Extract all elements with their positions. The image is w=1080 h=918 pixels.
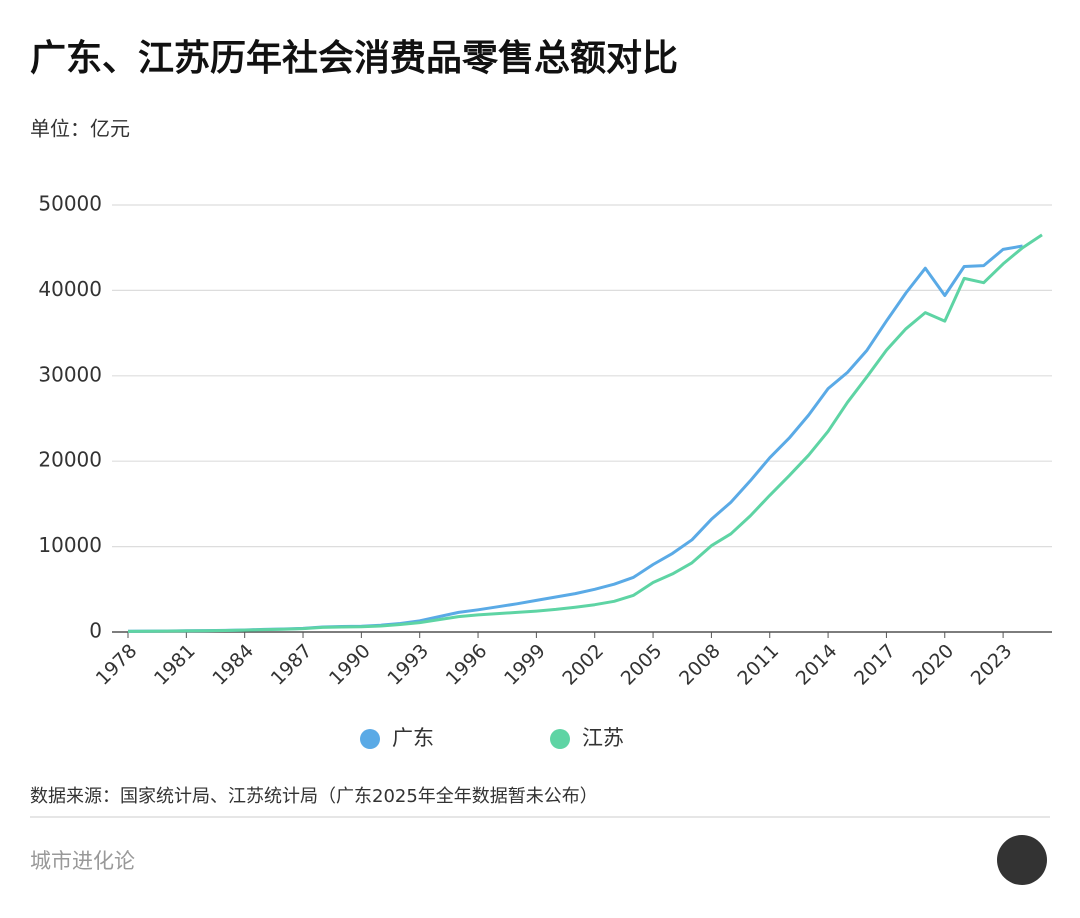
x-tick-label: 2017: [850, 640, 900, 690]
y-tick-label: 30000: [38, 362, 102, 386]
x-tick-label: 2023: [967, 640, 1017, 690]
legend-label: 江苏: [582, 726, 624, 750]
x-tick-label: 1978: [92, 640, 142, 690]
legend-label: 广东: [392, 726, 434, 750]
y-tick-label: 0: [89, 619, 102, 643]
unit-label: 单位：亿元: [30, 117, 130, 141]
x-tick-label: 2008: [675, 640, 725, 690]
x-tick-label: 2002: [558, 640, 608, 690]
y-tick-label: 10000: [38, 533, 102, 557]
x-tick-label: 2005: [617, 640, 667, 690]
x-tick-label: 2011: [733, 640, 783, 690]
chart-title: 广东、江苏历年社会消费品零售总额对比: [30, 38, 678, 79]
x-tick-label: 1987: [267, 640, 317, 690]
x-tick-label: 1993: [383, 640, 433, 690]
x-tick-label: 1999: [500, 640, 550, 690]
series-line: [127, 244, 1023, 633]
x-tick-label: 1984: [208, 640, 258, 690]
x-tick-label: 1996: [442, 640, 492, 690]
x-tick-label: 2014: [792, 640, 842, 690]
legend-marker: [360, 729, 380, 749]
x-tick-label: 1981: [150, 640, 200, 690]
x-tick-label: 1990: [325, 640, 375, 690]
source-note: 数据来源：国家统计局、江苏统计局（广东2025年全年数据暂未公布）: [30, 786, 598, 807]
footer-brand: 城市进化论: [30, 849, 135, 873]
x-tick-label: 2020: [908, 640, 958, 690]
y-tick-label: 20000: [38, 448, 102, 472]
logo: [997, 835, 1047, 885]
y-tick-label: 50000: [38, 192, 102, 216]
y-tick-label: 40000: [38, 277, 102, 301]
series-line: [127, 233, 1043, 633]
legend-marker: [550, 729, 570, 749]
